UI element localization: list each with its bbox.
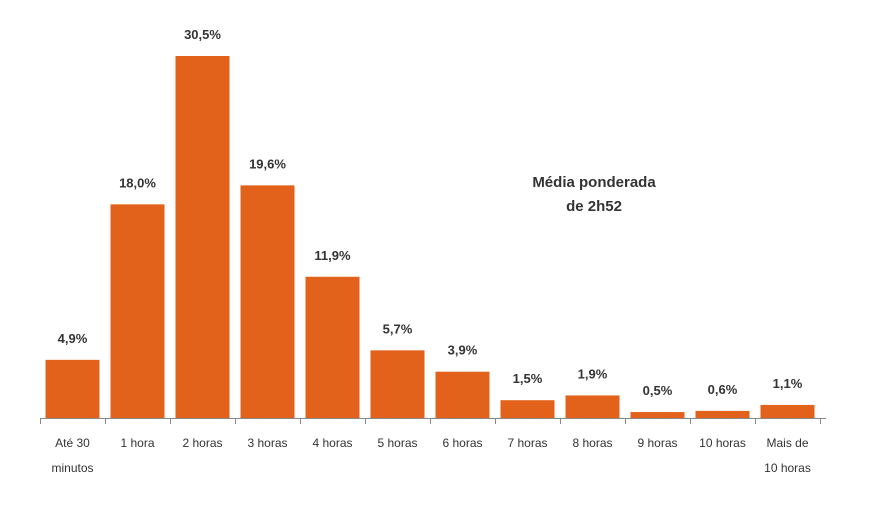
x-tick-label: 10 horas <box>699 436 746 450</box>
data-label: 1,1% <box>773 376 803 391</box>
x-axis-tick-labels-group: Até 30 minutos 1 hora 2 horas 3 horas 4 horas… <box>51 436 810 475</box>
bar <box>305 276 360 418</box>
bar <box>760 404 815 418</box>
bars-group <box>45 56 815 418</box>
bar <box>695 410 750 418</box>
x-tick-label: 6 horas <box>442 436 482 450</box>
data-label: 3,9% <box>448 343 478 358</box>
x-tick-label: 9 horas <box>637 436 677 450</box>
bar <box>370 350 425 418</box>
bar <box>630 412 685 418</box>
x-tick-label: 3 horas <box>247 436 287 450</box>
x-tick-label: 2 horas <box>182 436 222 450</box>
x-axis-ticks-group <box>40 418 821 424</box>
data-label: 0,5% <box>643 383 673 398</box>
data-label: 30,5% <box>184 27 221 42</box>
weighted-average-annotation: Média ponderada de 2h52 <box>532 174 656 215</box>
bar <box>240 185 295 418</box>
data-label: 1,5% <box>513 371 543 386</box>
value-labels-group: 4,9% 18,0% 30,5% 19,6% 11,9% 5,7% 3,9% 1,5% 1,9%… <box>58 27 803 398</box>
x-tick-label: 5 horas <box>377 436 417 450</box>
data-label: 4,9% <box>58 331 88 346</box>
data-label: 19,6% <box>249 156 286 171</box>
data-label: 5,7% <box>383 321 413 336</box>
x-tick-label: 8 horas <box>572 436 612 450</box>
data-label: 11,9% <box>314 248 351 263</box>
x-tick-label: 4 horas <box>312 436 352 450</box>
bar <box>565 395 620 418</box>
bar <box>175 56 230 418</box>
x-tick-label: 1 hora <box>120 436 154 450</box>
data-label: 0,6% <box>708 382 738 397</box>
bar <box>435 371 490 418</box>
x-tick-label: Até 30 minutos <box>51 436 93 475</box>
bar <box>110 204 165 418</box>
x-tick-label: Mais de 10 horas <box>764 436 811 475</box>
data-label: 18,0% <box>119 175 156 190</box>
data-label: 1,9% <box>578 366 608 381</box>
x-tick-label: 7 horas <box>507 436 547 450</box>
bar <box>500 400 555 418</box>
bar <box>45 359 100 418</box>
